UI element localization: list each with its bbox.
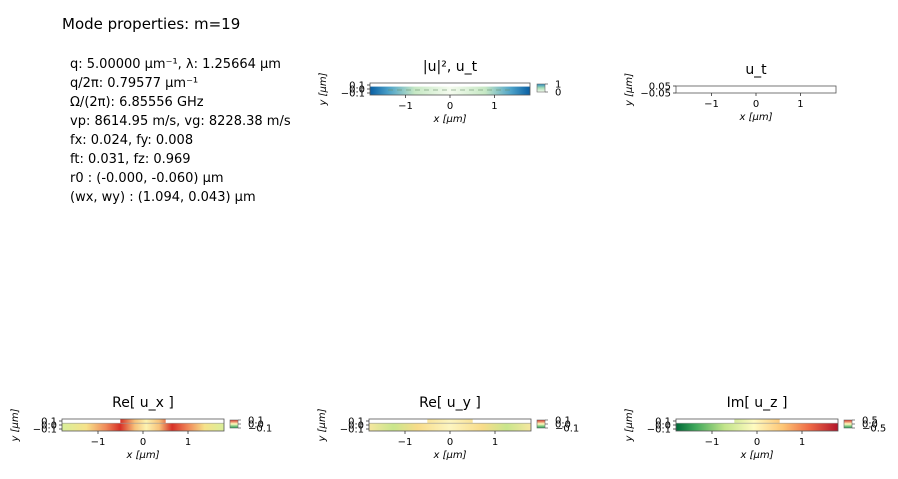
y-axis-label: y [µm] bbox=[10, 408, 21, 442]
colorbar-tick-label: 0.0 bbox=[862, 420, 878, 431]
x-tick-label: 0 bbox=[140, 437, 146, 448]
outline-region bbox=[676, 419, 735, 424]
mode-panel-2: u_t −1 0 1 x [µm] 0.05−0.05 y [µm] bbox=[624, 62, 837, 123]
outline-region bbox=[472, 419, 531, 424]
x-axis-label: x [µm] bbox=[432, 450, 466, 461]
y-tick-label: −0.1 bbox=[340, 425, 364, 436]
y-axis-label: y [µm] bbox=[318, 72, 329, 106]
panel-title: u_t bbox=[745, 62, 767, 78]
property-q: q: 5.00000 µm⁻¹, λ: 1.25664 µm bbox=[70, 57, 281, 72]
y-tick-label: −0.1 bbox=[33, 425, 57, 436]
colorbar bbox=[536, 419, 546, 429]
mode-panel-1: |u|², u_t−1 0 1x [µm]0.10.0−0.1y [µm] 10 bbox=[318, 59, 561, 125]
mode-panel-4: Re[ u_y ]−1 0 1x [µm]0.10.0−0.1y [µm] 0.10.… bbox=[317, 395, 579, 461]
x-tick-label: 1 bbox=[185, 437, 191, 448]
x-tick-label: 1 bbox=[492, 437, 498, 448]
x-tick-label: 1 bbox=[799, 437, 805, 448]
figure-title: Mode properties: m=19 bbox=[62, 15, 241, 33]
property-r0: r0 : (-0.000, -0.060) µm bbox=[70, 171, 224, 186]
property-ft-fz: ft: 0.031, fz: 0.969 bbox=[70, 152, 191, 167]
y-tick-label: −0.05 bbox=[640, 89, 671, 100]
outline-region bbox=[62, 419, 121, 424]
x-axis-label: x [µm] bbox=[739, 450, 773, 461]
y-tick-label: −0.1 bbox=[647, 425, 671, 436]
x-tick-label: 1 bbox=[491, 101, 497, 112]
y-axis-label: y [µm] bbox=[624, 73, 635, 107]
x-tick-label: −1 bbox=[705, 437, 720, 448]
property-q-over-2pi: q/2π: 0.79577 µm⁻¹ bbox=[70, 76, 199, 91]
x-tick-label: −1 bbox=[398, 101, 413, 112]
panel-title: Im[ u_z ] bbox=[727, 395, 788, 411]
colorbar bbox=[843, 419, 853, 429]
mode-panel-3: Re[ u_x ]−1 0 1x [µm]0.10.0−0.1y [µm] 0.10.… bbox=[10, 395, 272, 461]
outline-region bbox=[370, 83, 530, 87]
colorbar-tick-label: −0.5 bbox=[862, 424, 886, 435]
colorbar bbox=[536, 83, 546, 93]
y-axis-label: y [µm] bbox=[624, 408, 635, 442]
x-axis-label: x [µm] bbox=[738, 112, 772, 123]
panel-title: |u|², u_t bbox=[423, 59, 478, 75]
y-tick-label: 0.0 bbox=[349, 85, 365, 96]
colorbar-tick-label: 0.1 bbox=[248, 416, 264, 427]
property-velocities: vp: 8614.95 m/s, vg: 8228.38 m/s bbox=[70, 114, 291, 129]
colorbar-tick-label: 0.5 bbox=[862, 416, 878, 427]
y-tick-label: 0.1 bbox=[348, 417, 364, 428]
x-tick-label: −1 bbox=[704, 99, 719, 110]
y-tick-label: −0.1 bbox=[341, 89, 365, 100]
panel-title: Re[ u_x ] bbox=[112, 395, 174, 411]
x-axis-label: x [µm] bbox=[432, 114, 466, 125]
outline-region bbox=[165, 419, 224, 424]
field-map bbox=[676, 86, 836, 93]
y-tick-label: 0.1 bbox=[41, 417, 57, 428]
colorbar-tick-label: 0.0 bbox=[248, 420, 264, 431]
y-tick-label: 0.0 bbox=[655, 421, 671, 432]
property-fx-fy: fx: 0.024, fy: 0.008 bbox=[70, 133, 194, 148]
colorbar-tick-label: −0.1 bbox=[555, 424, 579, 435]
x-tick-label: 0 bbox=[754, 437, 760, 448]
mode-panel-5: Im[ u_z ]−1 0 1x [µm]0.10.0−0.1y [µm] 0.50.… bbox=[624, 395, 886, 461]
outline-region bbox=[779, 419, 838, 424]
colorbar-tick-label: 0.0 bbox=[555, 420, 571, 431]
mode-properties: q: 5.00000 µm⁻¹, λ: 1.25664 µm q/2π: 0.7… bbox=[70, 55, 291, 207]
y-tick-label: 0.0 bbox=[348, 421, 364, 432]
property-frequency: Ω/(2π): 6.85556 GHz bbox=[70, 95, 204, 110]
x-axis-label: x [µm] bbox=[125, 450, 159, 461]
colorbar-tick-label: 0.1 bbox=[555, 416, 571, 427]
colorbar-tick-label: 1 bbox=[555, 80, 561, 91]
y-tick-label: 0.0 bbox=[41, 421, 57, 432]
x-tick-label: 0 bbox=[447, 101, 453, 112]
x-tick-label: 0 bbox=[753, 99, 759, 110]
property-widths: (wx, wy) : (1.094, 0.043) µm bbox=[70, 190, 256, 205]
x-tick-label: 1 bbox=[797, 99, 803, 110]
outline-region bbox=[369, 419, 428, 424]
colorbar-tick-label: 0 bbox=[555, 88, 561, 99]
x-tick-label: −1 bbox=[398, 437, 413, 448]
x-tick-label: −1 bbox=[91, 437, 106, 448]
x-tick-label: 0 bbox=[447, 437, 453, 448]
colorbar bbox=[229, 419, 239, 429]
y-tick-label: 0.1 bbox=[655, 417, 671, 428]
y-tick-label: 0.1 bbox=[349, 81, 365, 92]
y-tick-label: 0.05 bbox=[649, 82, 671, 93]
colorbar-tick-label: −0.1 bbox=[248, 424, 272, 435]
y-axis-label: y [µm] bbox=[317, 408, 328, 442]
panel-title: Re[ u_y ] bbox=[419, 395, 481, 411]
